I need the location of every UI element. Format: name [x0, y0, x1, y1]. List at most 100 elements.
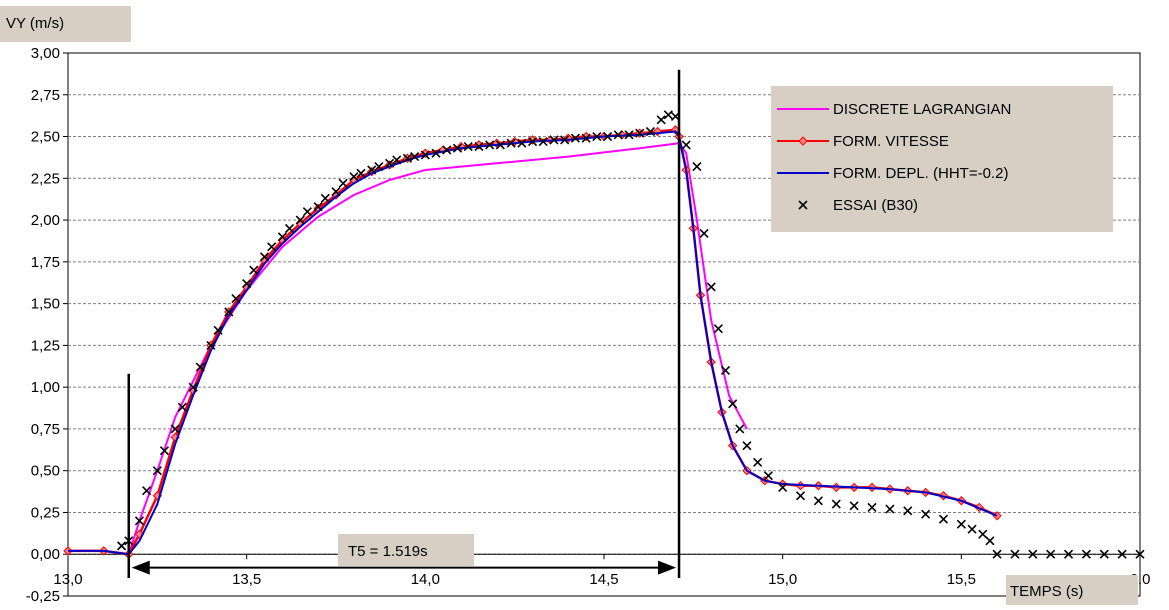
data-point	[706, 282, 716, 292]
marker-stroke	[231, 294, 241, 304]
marker-stroke	[295, 215, 305, 225]
legend-label: DISCRETE LAGRANGIAN	[833, 101, 1011, 118]
marker-stroke	[313, 202, 323, 212]
marker-stroke	[885, 504, 895, 514]
data-point	[170, 424, 180, 434]
data-point	[349, 172, 359, 182]
data-point	[1046, 549, 1056, 559]
data-point	[506, 138, 516, 148]
marker-stroke	[849, 501, 859, 511]
x-tick-label: 13,5	[232, 571, 261, 588]
data-point	[1135, 549, 1145, 559]
y-tick-label: 0,00	[31, 546, 60, 563]
data-point	[742, 441, 752, 451]
marker-stroke	[713, 324, 723, 334]
marker-stroke	[452, 143, 463, 153]
y-tick-label: -0,25	[26, 588, 60, 605]
data-point	[356, 168, 366, 178]
data-point	[195, 362, 205, 372]
data-point	[313, 202, 323, 212]
legend-item: ESSAI (B30)	[798, 197, 918, 214]
marker-stroke	[985, 536, 995, 546]
data-point	[284, 223, 295, 233]
x-axis-label-box	[1006, 575, 1138, 605]
marker-stroke	[249, 265, 259, 275]
marker-stroke	[549, 135, 559, 145]
data-point	[903, 506, 913, 516]
legend-box	[771, 86, 1113, 232]
data-point	[392, 155, 402, 165]
marker-stroke	[206, 340, 216, 350]
data-point	[720, 365, 731, 376]
data-point	[795, 491, 806, 501]
marker-stroke	[495, 140, 505, 150]
marker-stroke	[420, 150, 430, 160]
marker-stroke	[517, 138, 527, 148]
marker-stroke	[385, 158, 395, 168]
marker-stroke	[742, 441, 752, 451]
marker-stroke	[903, 506, 913, 516]
data-point	[277, 232, 287, 242]
marker-stroke	[134, 516, 145, 526]
data-point	[956, 519, 966, 529]
series-line	[68, 142, 748, 556]
marker-stroke	[967, 524, 977, 534]
legend-label: FORM. DEPL. (HHT=-0.2)	[833, 165, 1008, 182]
data-point	[442, 145, 452, 155]
marker-stroke	[956, 519, 966, 529]
y-axis-ticks: -0,25 0,00 0,25 0,50 0,75 1,00 1,25 1,50 1,75 2,0…	[26, 45, 68, 605]
duration-arrow-head-left	[131, 560, 150, 575]
data-point	[431, 148, 441, 158]
data-point	[302, 207, 312, 217]
marker-stroke	[831, 499, 841, 509]
marker-stroke	[284, 223, 295, 233]
y-tick-label: 0,75	[31, 421, 60, 438]
marker-stroke	[410, 152, 420, 162]
data-point	[1099, 549, 1109, 559]
x-axis-ticks: 13,0 13,5 14,0 14,5 15,0 15,5 6,0	[53, 553, 1150, 588]
y-tick-label: 2,75	[31, 87, 60, 104]
marker-stroke	[195, 362, 205, 372]
data-point	[142, 486, 152, 496]
series-3	[68, 130, 998, 556]
duration-arrow-head-right	[658, 560, 677, 575]
data-point	[581, 133, 591, 143]
marker-stroke	[921, 509, 931, 519]
marker-stroke	[485, 140, 495, 150]
marker-stroke	[1117, 549, 1127, 559]
data-point	[735, 424, 745, 434]
data-point	[231, 294, 241, 304]
marker-stroke	[728, 399, 738, 409]
marker-stroke	[374, 162, 384, 172]
marker-stroke	[681, 140, 691, 150]
data-point	[517, 138, 527, 148]
legend-marker	[798, 200, 808, 210]
data-point	[592, 131, 602, 142]
legend-item: DISCRETE LAGRANGIAN	[777, 101, 1011, 118]
data-point	[320, 193, 330, 203]
legend-label: FORM. VITESSE	[833, 133, 949, 150]
marker-stroke	[795, 491, 806, 501]
marker-stroke	[1135, 549, 1145, 559]
marker-stroke	[259, 252, 270, 262]
data-point	[867, 502, 877, 513]
marker-stroke	[349, 172, 359, 182]
data-point	[527, 136, 538, 147]
data-point	[385, 158, 395, 168]
series-4	[117, 110, 1145, 559]
data-point	[967, 524, 977, 534]
annotations	[127, 69, 681, 578]
data-point	[338, 178, 348, 188]
data-point	[374, 162, 384, 172]
legend: DISCRETE LAGRANGIAN FORM. VITESSE FORM. DE…	[771, 86, 1113, 232]
y-tick-label: 2,50	[31, 129, 60, 146]
y-tick-label: 2,00	[31, 212, 60, 229]
marker-stroke	[581, 133, 591, 143]
marker-stroke	[603, 131, 613, 142]
marker-stroke	[338, 178, 348, 188]
data-point	[331, 187, 341, 197]
data-point	[1010, 549, 1020, 559]
y-tick-label: 0,50	[31, 463, 60, 480]
marker-stroke	[720, 365, 731, 376]
data-point	[624, 130, 634, 140]
